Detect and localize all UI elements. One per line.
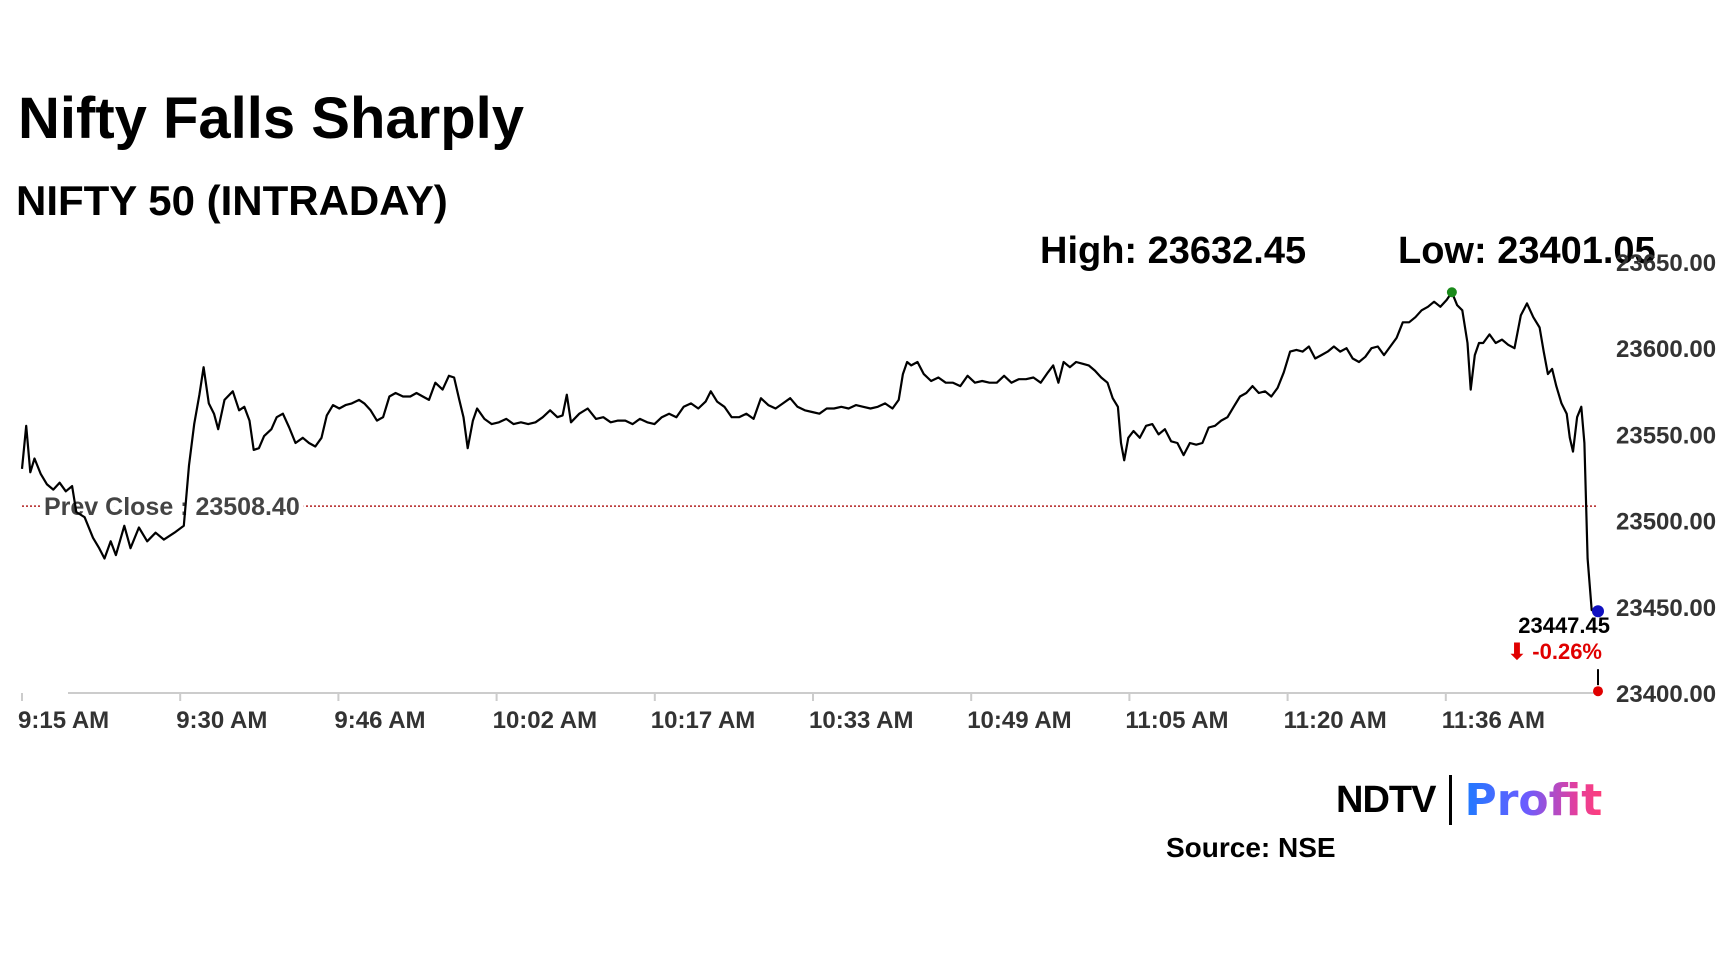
day-low-label: Low: 23401.05 (1398, 230, 1656, 272)
x-tick-label: 9:30 AM (176, 707, 267, 734)
y-tick-label: 23400.00 (1616, 681, 1716, 708)
x-tick-label: 9:46 AM (334, 707, 425, 734)
last-price-label: 23447.45 (1518, 613, 1610, 638)
y-tick-label: 23600.00 (1616, 336, 1716, 363)
logo-profit-text: Profit (1464, 774, 1603, 826)
x-tick-label: 11:05 AM (1125, 707, 1228, 734)
last-price-marker (1592, 605, 1604, 618)
y-tick-label: 23450.00 (1616, 595, 1716, 622)
x-tick-label: 11:20 AM (1284, 707, 1387, 734)
y-axis-labels: 23400.00 23450.00 23500.00 23550.00 23600.00… (1616, 250, 1716, 708)
x-tick-label: 9:15 AM (18, 707, 109, 734)
prev-close-label: Prev Close : 23508.40 (44, 493, 300, 521)
day-high-label: High: 23632.45 (1040, 230, 1307, 272)
x-axis-ticks: 9:15 AM 9:30 AM 9:46 AM 10:02 AM 10:17 AM 10:… (18, 693, 1545, 734)
ndtv-profit-logo: NDTV Profit (1336, 772, 1602, 828)
chart-subtitle: NIFTY 50 (INTRADAY) (16, 177, 448, 224)
y-tick-label: 23550.00 (1616, 422, 1716, 449)
y-tick-label: 23650.00 (1616, 250, 1716, 277)
x-tick-label: 10:17 AM (651, 707, 755, 734)
x-tick-label: 10:33 AM (809, 707, 913, 734)
y-tick-label: 23500.00 (1616, 509, 1716, 536)
high-marker (1446, 287, 1457, 298)
change-percent-label: ⬇ -0.26% (1508, 639, 1602, 664)
logo-ndtv-text: NDTV (1336, 778, 1436, 821)
logo-divider (1449, 775, 1453, 825)
x-tick-label: 10:49 AM (967, 707, 1071, 734)
price-series-line (20, 291, 1599, 613)
source-label: Source: NSE (1166, 832, 1336, 863)
x-tick-label: 11:36 AM (1442, 707, 1545, 734)
x-tick-label: 10:02 AM (493, 707, 597, 734)
low-marker (1593, 686, 1603, 697)
chart-title: Nifty Falls Sharply (18, 86, 525, 151)
